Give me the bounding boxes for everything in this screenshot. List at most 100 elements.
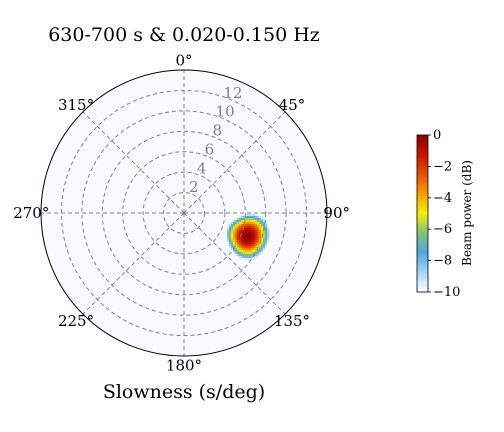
heatmap-cell [245,218,248,221]
heatmap-cell [239,250,242,253]
heatmap-cell [243,226,246,229]
heatmap-cell [243,236,246,239]
heatmap-cell [237,222,240,225]
heatmap-cell [255,220,258,223]
heatmap-cell [237,248,240,251]
heatmap-cell [259,224,262,227]
heatmap-cell [253,230,256,233]
heatmap-cell [249,218,252,221]
heatmap-cell [237,250,240,253]
heatmap-cell [239,248,242,251]
heatmap-cell [235,242,238,245]
heatmap-cell [231,226,234,229]
heatmap-cell [239,254,242,257]
heatmap-cell [241,232,244,235]
heatmap-cell [241,254,244,257]
heatmap-cell [239,222,242,225]
heatmap-cell [263,238,266,241]
heatmap-cell [233,246,236,249]
heatmap-cell [235,252,238,255]
heatmap-cell [247,226,250,229]
heatmap-cell [233,230,236,233]
heatmap-cell [247,228,250,231]
heatmap-cell [251,218,254,221]
heatmap-cell [265,222,268,225]
heatmap-cell [255,234,258,237]
heatmap-cell [225,234,228,237]
heatmap-cell [233,248,236,251]
heatmap-cell [243,258,246,261]
heatmap-cell [261,224,264,227]
heatmap-cell [247,236,250,239]
heatmap-cell [265,244,268,247]
heatmap-cell [235,232,238,235]
heatmap-cell [255,246,258,249]
heatmap-cell [235,240,238,243]
heatmap-cell [253,246,256,249]
heatmap-cell [255,236,258,239]
heatmap-cell [231,248,234,251]
heatmap-cell [241,234,244,237]
heatmap-cell [255,228,258,231]
heatmap-cell [259,250,262,253]
heatmap-cell [245,216,248,219]
heatmap-cell [243,216,246,219]
heatmap-cell [255,252,258,255]
heatmap-cell [249,254,252,257]
heatmap-cell [253,224,256,227]
heatmap-cell [257,234,260,237]
heatmap-cell [265,238,268,241]
heatmap-cell [255,250,258,253]
heatmap-cell [265,224,268,227]
heatmap-cell [259,232,262,235]
heatmap-cell [233,224,236,227]
heatmap-cell [259,244,262,247]
heatmap-cell [239,256,242,259]
heatmap-cell [245,252,248,255]
heatmap-cell [253,228,256,231]
heatmap-cell [247,242,250,245]
heatmap-cell [237,254,240,257]
colorbar-tick-label: −2 [433,159,452,174]
heatmap-cell [263,240,266,243]
heatmap-cell [237,238,240,241]
heatmap-cell [261,250,264,253]
slowness-grid-circle [101,130,267,296]
azimuth-tick-label: 0° [175,51,192,69]
heatmap-cell [265,226,268,229]
heatmap-cell [239,218,242,221]
heatmap-cell [251,236,254,239]
heatmap-cell [261,232,264,235]
heatmap-cell [241,246,244,249]
heatmap-cell [265,236,268,239]
colorbar-tick-label: −6 [433,222,452,237]
heatmap-cell [235,238,238,241]
heatmap-cell [243,232,246,235]
heatmap-cell [263,222,266,225]
heatmap-cell [239,232,242,235]
heatmap-cell [255,248,258,251]
heatmap-cell [227,226,230,229]
heatmap-cell [259,238,262,241]
heatmap-cell [239,242,242,245]
heatmap-cell [243,250,246,253]
heatmap-cell [239,246,242,249]
heatmap-cell [239,230,242,233]
heatmap-cell [225,232,228,235]
heatmap-cell [263,234,266,237]
heatmap-cell [241,236,244,239]
heatmap-cell [257,218,260,221]
heatmap-cell [241,222,244,225]
heatmap-cell [251,230,254,233]
heatmap-cell [233,226,236,229]
heatmap-cell [261,242,264,245]
heatmap-cell [241,252,244,255]
heatmap-cell [255,232,258,235]
heatmap-cell [249,248,252,251]
heatmap-cell [255,254,258,257]
heatmap-cell [251,244,254,247]
heatmap-cell [243,238,246,241]
heatmap-cell [243,256,246,259]
heatmap-cell [249,214,252,217]
